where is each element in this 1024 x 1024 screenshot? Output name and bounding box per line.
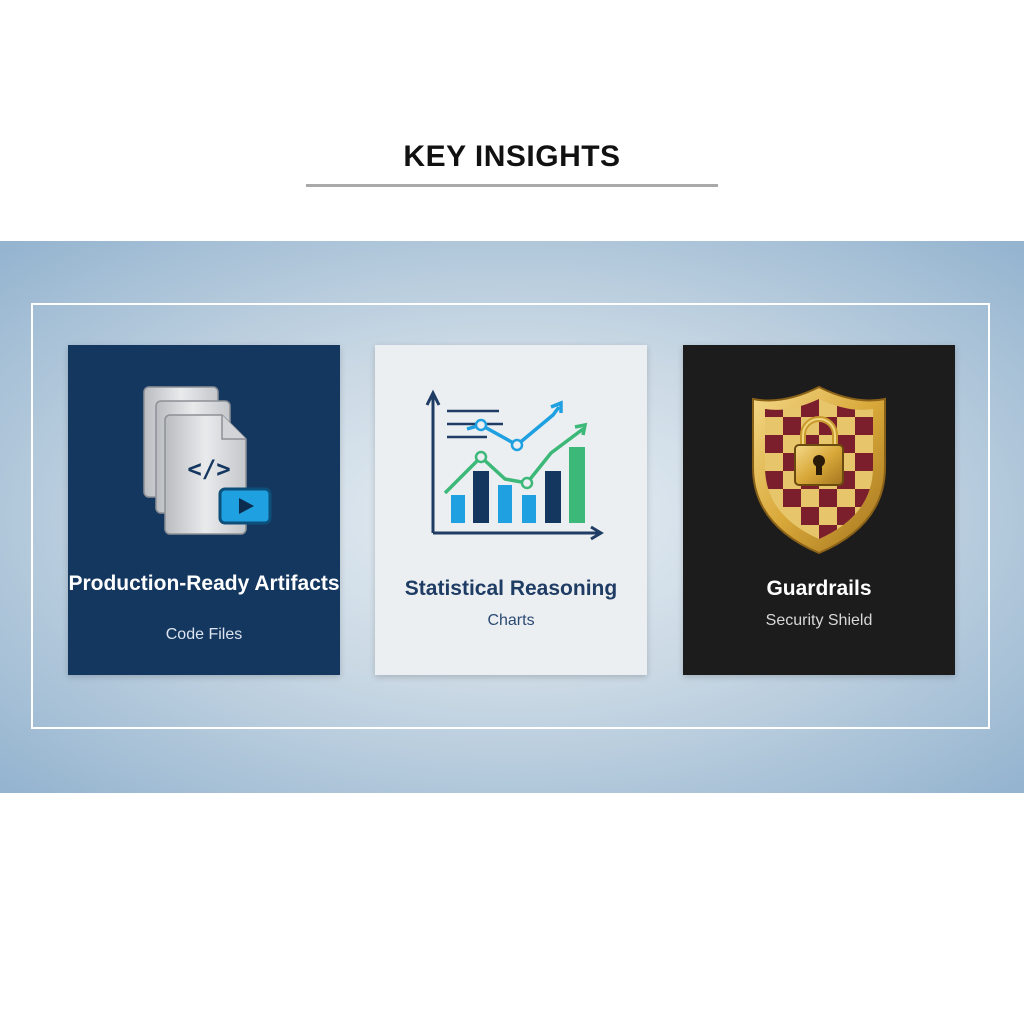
title-underline [306,184,718,187]
card-subtitle: Security Shield [765,612,873,629]
card-title: Guardrails [766,577,872,600]
page-title: KEY INSIGHTS [403,140,621,173]
card-production-ready-artifacts[interactable]: </> Production-Ready Artifacts Code File… [68,345,340,675]
card-title: Statistical Reasoning [404,577,618,600]
card-statistical-reasoning[interactable]: Statistical Reasoning Charts [375,345,647,675]
card-guardrails[interactable]: Guardrails Security Shield [683,345,955,675]
insights-frame [31,303,990,729]
card-subtitle: Charts [487,612,535,629]
card-subtitle: Code Files [165,626,243,643]
charts-icon [425,389,604,541]
card-title: Production-Ready Artifacts [68,572,340,595]
svg-text:</>: </> [187,455,230,483]
code-files-icon: </> [143,386,272,535]
security-shield-icon [752,385,886,555]
